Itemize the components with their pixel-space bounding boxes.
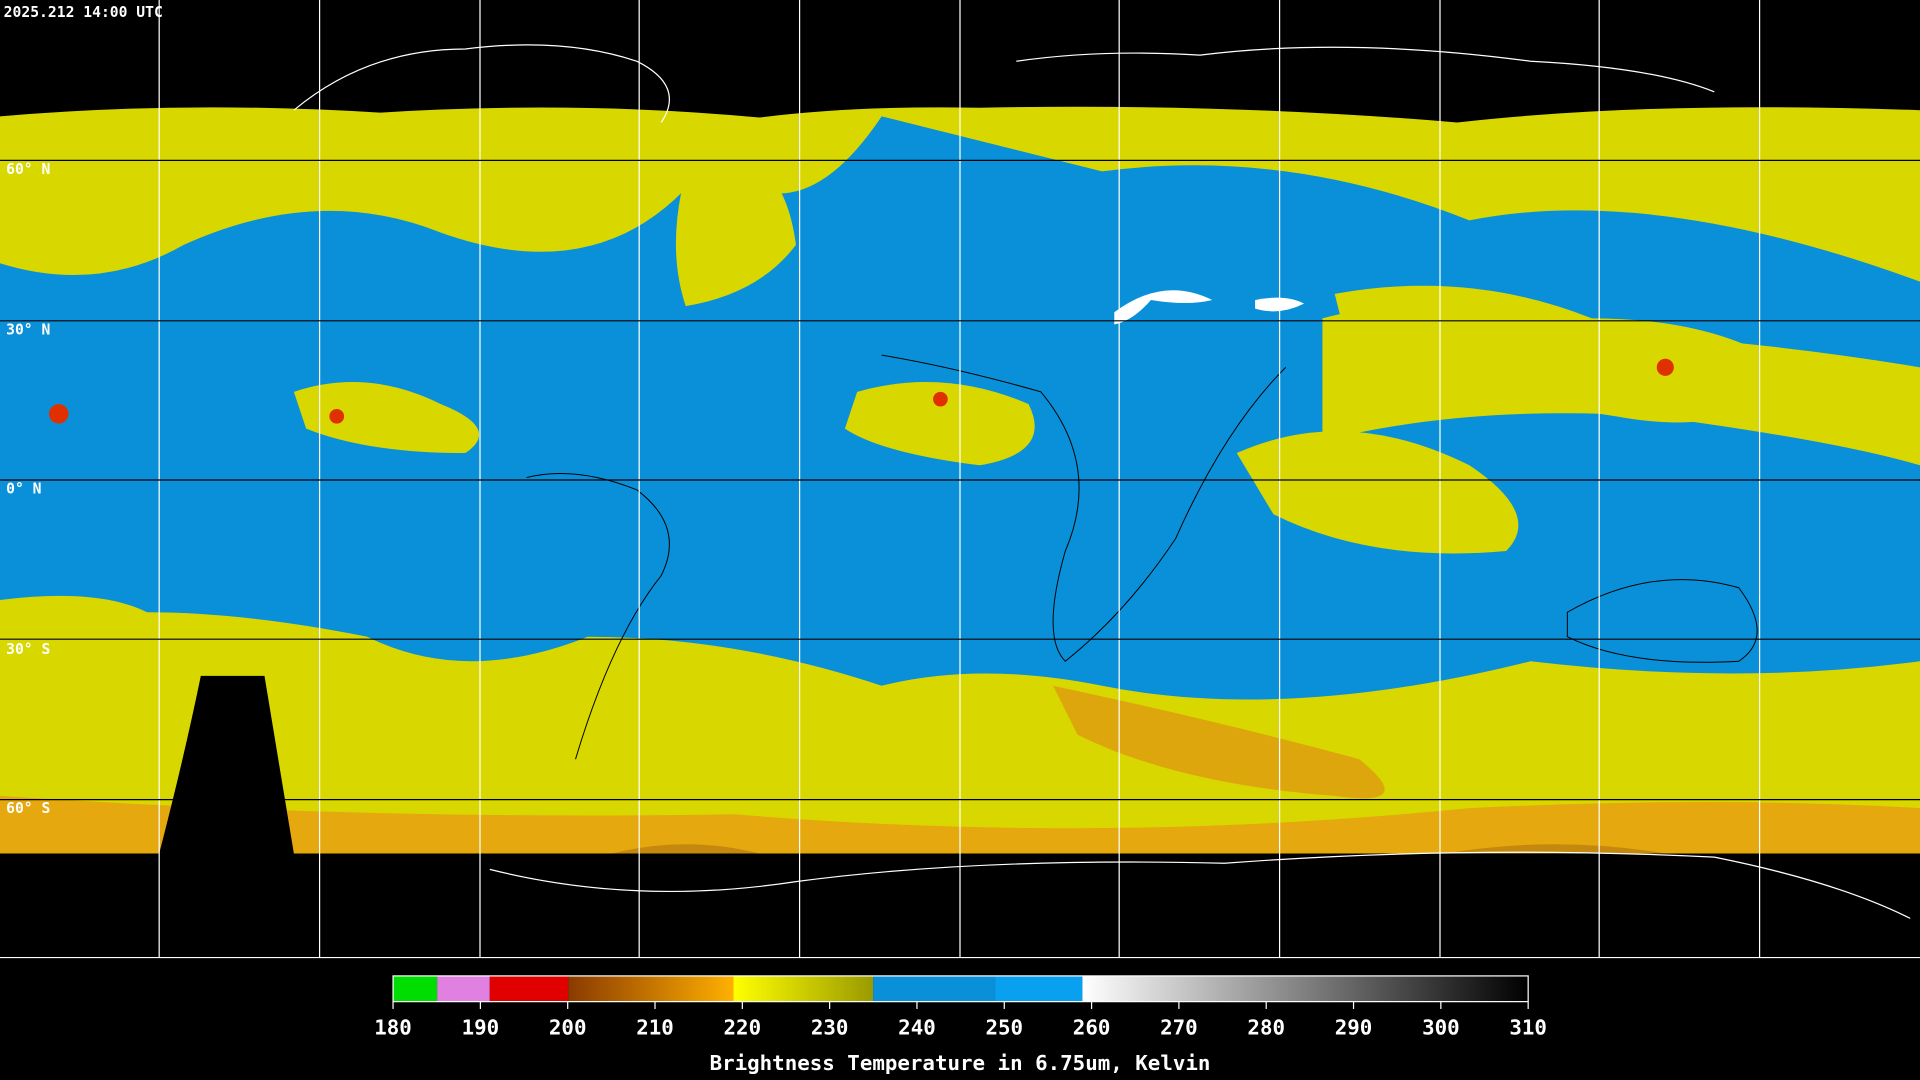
colorbar-tick-label: 300 (1422, 1016, 1460, 1040)
colorbar-tick-label: 220 (724, 1016, 762, 1040)
colorbar-tick-label: 250 (985, 1016, 1023, 1040)
colorbar-title: Brightness Temperature in 6.75um, Kelvin (710, 1051, 1211, 1075)
latitude-label: 30° N (6, 321, 50, 338)
latitude-label: 60° N (6, 161, 50, 178)
colorbar-tick-label: 290 (1335, 1016, 1373, 1040)
lat-lines (0, 159, 1920, 801)
latitude-label: 60° S (6, 800, 50, 817)
colorbar-tick-label: 230 (811, 1016, 849, 1040)
colorbar-tick-label: 270 (1160, 1016, 1198, 1040)
grid (0, 0, 1920, 959)
latitude-labels: 60° N 30° N 0° N 30° S 60° S (6, 161, 50, 817)
colorbar-tick-label: 240 (898, 1016, 936, 1040)
colorbar-tick-label: 180 (374, 1016, 412, 1040)
colorbar-ticks: 180 190 200 210 220 230 240 250 260 270 280 290 300 3… (374, 1001, 1547, 1040)
colorbar-tick-label: 310 (1509, 1016, 1547, 1040)
colorbar-tick-label: 280 (1247, 1016, 1285, 1040)
latitude-label: 0° N (6, 480, 41, 497)
timestamp: 2025.212 14:00 UTC (4, 4, 163, 21)
colorbar-tick-label: 190 (462, 1016, 500, 1040)
colorbar-tick-label: 200 (549, 1016, 587, 1040)
latitude-label: 30° S (6, 641, 50, 658)
colorbar-tick-label: 260 (1073, 1016, 1111, 1040)
colorbar (392, 975, 1529, 1003)
colorbar-tick-label: 210 (636, 1016, 674, 1040)
